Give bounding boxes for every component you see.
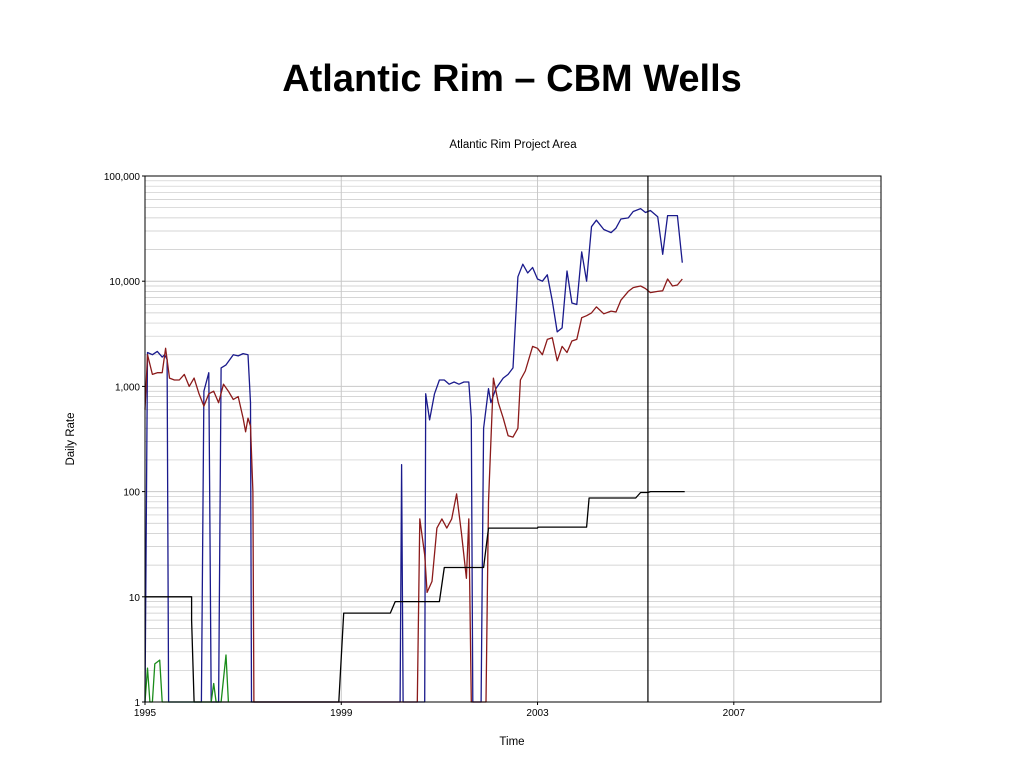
y-axis-label: Daily Rate — [65, 412, 77, 465]
y-tick-label: 1,000 — [115, 382, 140, 393]
x-tick-label: 2003 — [526, 708, 549, 719]
chart-series — [144, 207, 685, 703]
y-tick-label: 100,000 — [104, 172, 141, 183]
series-line-1 — [144, 207, 683, 703]
series-line-2 — [144, 278, 683, 703]
plot-area — [144, 175, 882, 703]
chart-ticks: 1 10 100 1,000 10,000 100,000 1995 1999 2003 2007 — [104, 172, 746, 719]
y-tick-label: 1 — [134, 698, 140, 709]
y-tick-label: 10 — [129, 593, 141, 604]
slide-title: Atlantic Rim – CBM Wells — [282, 58, 742, 100]
series-line-4 — [144, 654, 230, 703]
x-tick-label: 2007 — [723, 708, 746, 719]
x-tick-label: 1995 — [134, 708, 157, 719]
y-tick-label: 10,000 — [109, 277, 140, 288]
x-tick-label: 1999 — [330, 708, 353, 719]
y-tick-label: 100 — [123, 488, 140, 499]
chart-grid — [144, 176, 881, 703]
chart-title: Atlantic Rim Project Area — [449, 139, 577, 151]
x-axis-label: Time — [499, 736, 524, 748]
